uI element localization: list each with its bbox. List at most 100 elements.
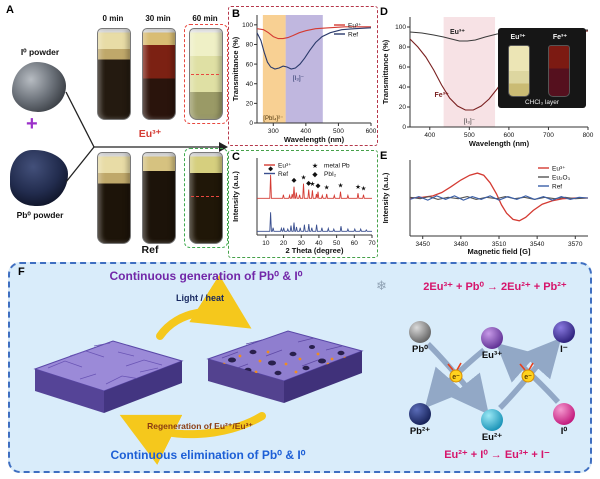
plus-sign: + (26, 113, 38, 135)
light-heat-label: Light / heat (176, 293, 224, 303)
vial-photo-inset: Eu³⁺ Fe³⁺ CHCl₃ layer (498, 28, 586, 108)
generation-title: Continuous generation of Pb⁰ & I⁰ (109, 269, 303, 283)
i0-label: I⁰ (560, 426, 568, 437)
lead-powder-photo (10, 150, 68, 206)
svg-text:30: 30 (298, 240, 306, 247)
svg-text:50: 50 (333, 240, 341, 247)
panel-b: B 300 400 500 600 0 20 40 60 80 100 Wavelength (nm… (228, 6, 378, 146)
vial-eu-0min (97, 28, 131, 120)
svg-text:◆: ◆ (291, 177, 297, 184)
svg-text:Magnetic field [G]: Magnetic field [G] (468, 247, 531, 256)
svg-text:500: 500 (464, 132, 475, 139)
mixing-arrow-graphic (65, 91, 228, 183)
vial-ref-30min (142, 152, 176, 244)
regeneration-arrow (119, 412, 266, 465)
svg-text:3510: 3510 (492, 241, 507, 248)
transmittance-chart-vis: 400 500 600 700 800 0 20 40 60 80 100 Wavelength (n… (381, 17, 594, 148)
svg-text:80: 80 (399, 44, 407, 51)
svg-text:Intensity (a.u.): Intensity (a.u.) (381, 172, 390, 223)
svg-text:Wavelength (nm): Wavelength (nm) (469, 139, 530, 148)
vial-ref-60min (189, 152, 223, 244)
svg-text:PbI₂: PbI₂ (324, 171, 337, 178)
panel-f-graphic: e⁻ e⁻ (33, 274, 575, 465)
eu-row-label: Eu³⁺ (138, 128, 162, 140)
iodine-powder-photo (12, 62, 66, 112)
inset-vial-eu (508, 45, 530, 97)
svg-text:600: 600 (366, 128, 376, 135)
svg-text:3450: 3450 (415, 241, 430, 248)
interface-marker-eu (191, 74, 219, 75)
svg-text:60: 60 (246, 61, 254, 68)
svg-text:Eu₂O₃: Eu₂O₃ (552, 175, 571, 182)
equation-top: 2Eu³⁺ + Pb⁰ → 2Eu²⁺ + Pb²⁺ (423, 281, 567, 293)
svg-text:Ref: Ref (348, 32, 358, 39)
svg-text:0: 0 (402, 124, 406, 131)
svg-text:★: ★ (338, 181, 344, 189)
vial-ref-0min (97, 152, 131, 244)
svg-text:Eu³⁺: Eu³⁺ (348, 23, 362, 30)
svg-text:★: ★ (324, 184, 330, 192)
chcl3-caption: CHCl₃ layer (524, 99, 560, 106)
svg-text:Ref: Ref (552, 184, 562, 191)
svg-text:e⁻: e⁻ (524, 374, 532, 381)
svg-text:700: 700 (543, 132, 554, 139)
svg-text:40: 40 (246, 81, 254, 88)
panel-b-label: B (232, 8, 240, 20)
svg-text:[I₃]⁻: [I₃]⁻ (464, 118, 476, 125)
svg-text:70: 70 (368, 240, 376, 247)
svg-text:Transmittance (%): Transmittance (%) (381, 39, 390, 104)
svg-text:◆: ◆ (312, 172, 318, 179)
time-label-60: 60 min (192, 14, 218, 23)
svg-text:◆: ◆ (268, 165, 274, 172)
svg-text:60: 60 (351, 240, 359, 247)
pb0-label: Pb⁰ (412, 344, 428, 355)
iodine-powder-label: I⁰ powder (20, 47, 60, 57)
svg-text:[I₃]⁻: [I₃]⁻ (293, 75, 305, 82)
pb0-sphere (409, 321, 431, 343)
svg-text:★: ★ (355, 183, 361, 191)
svg-text:20: 20 (399, 104, 407, 111)
svg-text:10: 10 (262, 240, 270, 247)
svg-text:100: 100 (242, 22, 253, 29)
svg-text:3570: 3570 (568, 241, 583, 248)
eu2-sphere (481, 409, 503, 431)
electron-icon-right: e⁻ (519, 362, 535, 383)
svg-text:3540: 3540 (530, 241, 545, 248)
svg-text:e⁻: e⁻ (452, 374, 460, 381)
snowflake-icon: ❄ (376, 278, 387, 293)
ref-row-label: Ref (141, 244, 159, 256)
i0-sphere (553, 403, 575, 425)
svg-text:400: 400 (424, 132, 435, 139)
svg-text:3480: 3480 (454, 241, 469, 248)
svg-text:800: 800 (583, 132, 594, 139)
svg-text:Wavelength (nm): Wavelength (nm) (284, 135, 345, 144)
svg-text:60: 60 (399, 64, 407, 71)
panel-e-label: E (380, 150, 388, 162)
svg-text:Fe³⁺: Fe³⁺ (435, 92, 450, 99)
perovskite-slab-degraded (206, 330, 364, 403)
panel-d-label: D (380, 6, 388, 18)
inset-fe-label: Fe³⁺ (552, 34, 568, 41)
time-label-0: 0 min (102, 14, 124, 23)
svg-text:metal Pb: metal Pb (324, 163, 350, 170)
equation-bottom: Eu²⁺ + I⁰ → Eu³⁺ + I⁻ (444, 449, 550, 461)
panel-d: D 400 500 600 700 800 0 20 40 60 80 100 Wavelength … (378, 6, 596, 150)
svg-text:0: 0 (249, 120, 253, 127)
svg-text:★: ★ (361, 184, 367, 192)
svg-text:Eu³⁺: Eu³⁺ (450, 29, 465, 36)
vial-eu-30min (142, 28, 176, 120)
panel-f-label: F (18, 266, 25, 278)
light-heat-arrow (156, 274, 252, 340)
svg-text:Ref: Ref (278, 171, 288, 178)
svg-text:◆: ◆ (316, 182, 322, 189)
elimination-title: Continuous elimination of Pb⁰ & I⁰ (110, 448, 306, 462)
svg-text:40: 40 (315, 240, 323, 247)
eu3-sphere (481, 327, 503, 349)
regeneration-label: Regeneration of Eu²⁺/Eu³⁺ (147, 421, 253, 431)
xrd-chart: 10 20 30 40 50 60 70 2 Theta (degree) Intensity … (231, 158, 376, 255)
svg-text:2 Theta (degree): 2 Theta (degree) (286, 246, 344, 255)
svg-text:★: ★ (309, 180, 315, 188)
svg-text:20: 20 (280, 240, 288, 247)
transmittance-chart-uv: 300 400 500 600 0 20 40 60 80 100 Wavelength (nm) T… (231, 15, 376, 144)
